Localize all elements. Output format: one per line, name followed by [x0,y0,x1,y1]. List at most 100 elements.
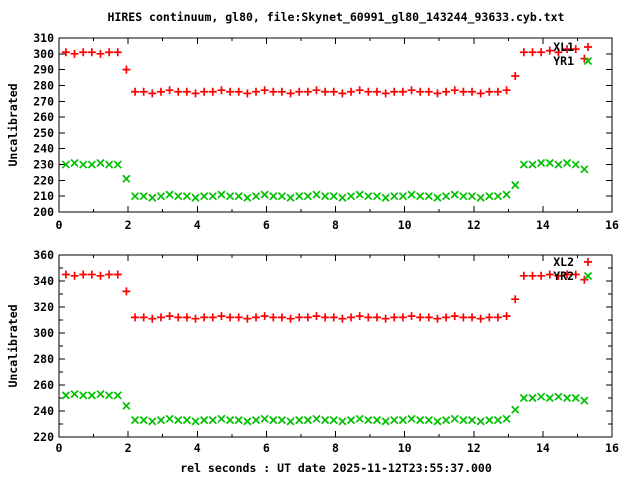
data-point [554,48,563,57]
data-point [130,192,140,201]
data-point [312,190,321,199]
data-point [61,48,70,57]
data-point [79,391,88,400]
data-point [554,392,563,401]
data-point [502,86,511,95]
data-point [467,415,477,425]
data-point [537,271,546,280]
data-point [381,314,390,323]
data-point [545,393,554,403]
data-point [433,314,442,323]
data-point [346,192,356,201]
data-point [139,87,148,96]
data-point [493,415,503,425]
data-point [156,313,165,322]
x-tick-label: 6 [263,441,270,455]
plot-border [58,37,613,213]
bottom-panel: 220 240 260 280 300 320 340 360 0 2 4 6 8 10 12 14 16 [33,248,619,455]
y-tick-label: 210 [33,189,54,203]
x-tick-label: 0 [56,441,63,455]
data-point [286,314,295,323]
data-point [243,417,252,426]
series-YR2-points [61,389,589,426]
data-point [277,192,287,201]
y-tick-label: 230 [33,158,54,172]
data-point [113,160,122,169]
axis-ticks [58,254,613,438]
data-point [416,87,425,96]
data-point [251,415,261,425]
data-point [61,160,71,169]
data-point [131,87,140,96]
data-point [580,396,589,405]
data-point [467,192,477,201]
data-point [450,312,459,321]
x-tick-label: 6 [263,218,270,232]
data-point [182,192,191,201]
data-point [225,192,235,201]
y-tick-label: 280 [33,352,54,366]
data-point [277,87,286,96]
x-tick-label: 12 [467,441,481,455]
data-point [407,86,416,95]
data-point [511,181,520,190]
data-point [381,417,390,426]
data-point [416,192,425,201]
data-point [511,405,520,414]
data-point [329,87,338,96]
data-point [355,312,364,321]
data-point [519,160,528,169]
data-point [260,86,269,95]
data-point [424,192,433,201]
legend-label-xl1: XL1 [553,40,574,54]
data-point [390,313,399,322]
data-point [148,314,157,323]
data-point [459,192,468,201]
data-point [96,389,105,399]
data-point [303,415,312,425]
data-point [511,295,520,304]
x-tick-label: 10 [398,218,412,232]
data-point [191,193,200,202]
data-point [79,160,88,169]
data-point [208,313,217,322]
data-point [165,414,174,423]
x-tick-label: 4 [194,218,201,232]
data-point [329,192,338,201]
legend-label-yr2: YR2 [553,269,574,283]
data-point [148,89,157,98]
data-point [502,190,511,199]
data-point [433,89,442,98]
data-point [347,87,356,96]
data-point [372,313,381,322]
data-point [260,414,269,423]
data-point [286,417,295,426]
data-point [528,393,537,403]
data-point [424,87,433,96]
data-point [545,46,554,55]
data-point [468,313,477,322]
data-point [563,45,572,54]
legend-marker-xl2 [584,258,592,266]
data-point [234,313,243,322]
x-tick-label: 12 [467,218,481,232]
axis-ticks [58,37,613,213]
data-point [174,415,183,425]
data-point [502,414,511,423]
y-tick-label: 260 [33,378,54,392]
data-point [96,49,105,58]
data-point [122,65,131,74]
data-point [381,89,390,98]
data-point [381,193,390,202]
x-tick-label: 0 [56,218,63,232]
data-point [537,392,546,401]
data-point [338,417,347,426]
data-point [200,415,209,425]
data-point [122,174,131,183]
data-point [61,270,70,279]
data-point [441,415,451,425]
data-point [511,71,520,80]
y-tick-label: 290 [33,63,54,77]
data-point [554,160,563,169]
